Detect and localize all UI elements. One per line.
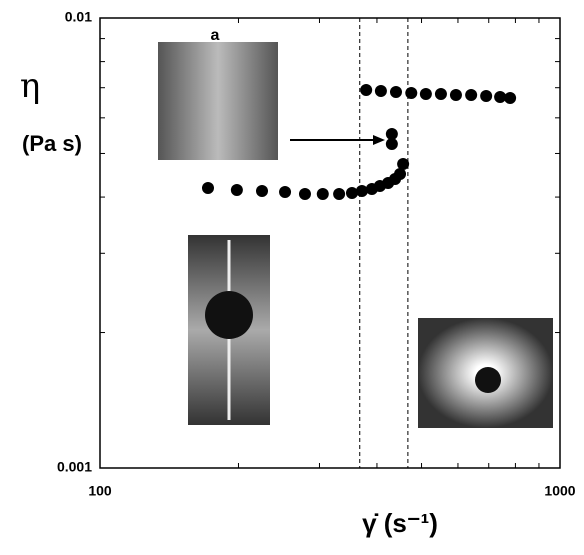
y-axis-label: η	[20, 66, 40, 106]
y-axis-unit: (Pa s)	[22, 131, 82, 156]
point	[494, 91, 507, 104]
point	[434, 88, 447, 101]
arrow-head	[373, 135, 385, 145]
point	[405, 86, 418, 99]
point	[397, 158, 410, 171]
point	[316, 187, 329, 200]
point	[256, 184, 269, 197]
y-tick-label: 0.001	[57, 459, 92, 475]
point	[504, 92, 517, 105]
inset-disk	[475, 367, 501, 393]
point	[385, 127, 398, 140]
inset-image-a	[158, 42, 278, 160]
annotation: b	[225, 429, 235, 446]
point	[355, 184, 368, 197]
point	[360, 84, 373, 97]
point	[333, 187, 346, 200]
annotation: a	[211, 27, 220, 44]
point	[480, 90, 493, 103]
point	[385, 138, 398, 151]
point	[345, 186, 358, 199]
inset-disk	[205, 291, 253, 339]
x-tick-label: 100	[88, 483, 112, 499]
point	[201, 182, 214, 195]
point	[230, 183, 243, 196]
point	[389, 86, 402, 99]
point	[279, 185, 292, 198]
x-axis-label: γ̇ (s⁻¹)	[362, 508, 438, 538]
point	[419, 88, 432, 101]
plot-frame	[99, 17, 561, 469]
point	[465, 89, 478, 102]
point	[449, 89, 462, 102]
y-tick-label: 0.01	[65, 9, 92, 25]
x-tick-label: 1000	[544, 483, 575, 499]
point	[298, 187, 311, 200]
annotation: c	[478, 431, 487, 448]
point	[394, 167, 407, 180]
point	[374, 85, 387, 97]
